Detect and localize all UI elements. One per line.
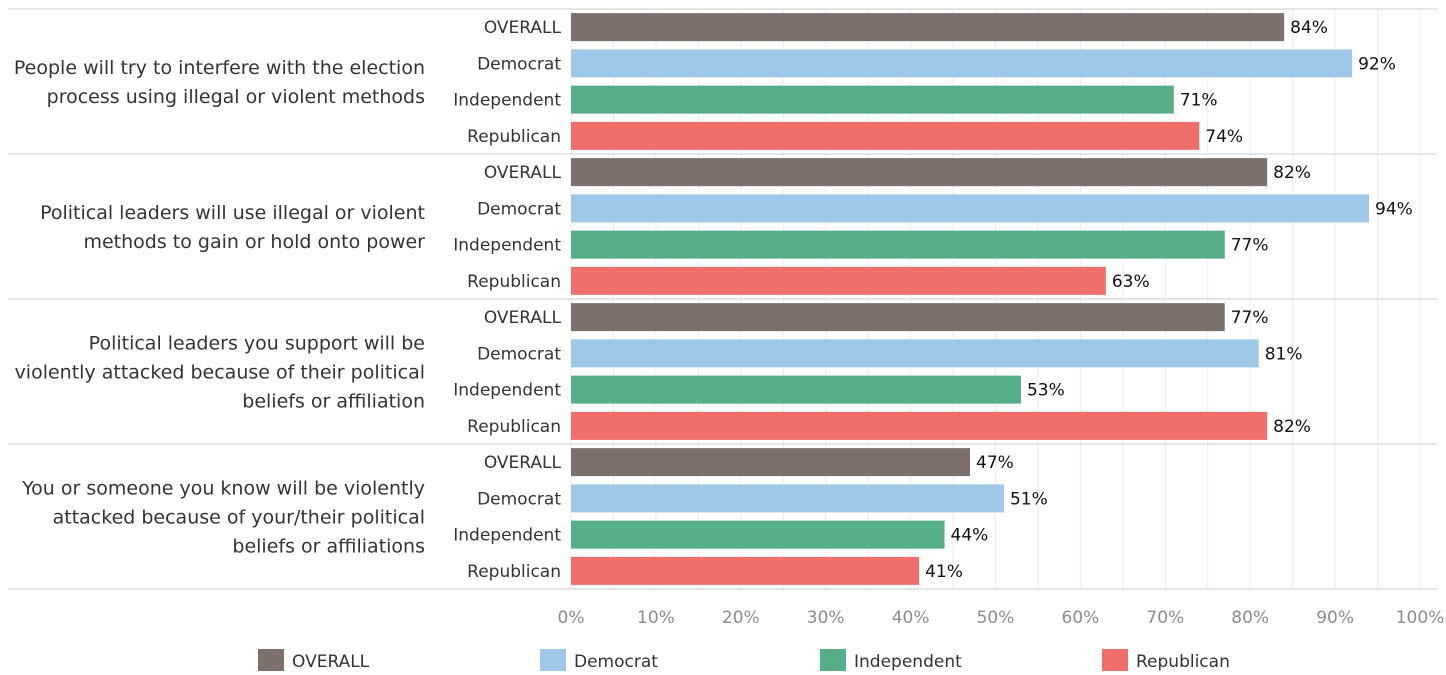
bar-republican — [571, 556, 920, 585]
value-label: 41% — [925, 562, 963, 582]
bar-overall — [571, 158, 1268, 187]
group-label-line: People will try to interfere with the el… — [14, 57, 425, 79]
value-labels: 84% 92% 71% 74% 82% 94% 77% 63% 77% 81% 53% 82% 47% 5… — [925, 18, 1413, 582]
value-label: 63% — [1112, 272, 1150, 292]
x-tick-label: 20% — [722, 608, 760, 628]
value-label: 94% — [1375, 199, 1413, 219]
bar-republican — [571, 411, 1268, 440]
value-label: 53% — [1027, 381, 1065, 401]
series-label: Republican — [467, 272, 561, 292]
group-label-line: You or someone you know will be violentl… — [21, 478, 425, 500]
x-tick-label: 90% — [1316, 608, 1354, 628]
legend: OVERALL Democrat Independent Republican — [258, 649, 1230, 672]
series-label: OVERALL — [484, 18, 562, 38]
series-label: Democrat — [477, 54, 561, 74]
legend-label: OVERALL — [292, 652, 370, 672]
series-label: Democrat — [477, 199, 561, 219]
x-tick-label: 40% — [892, 608, 930, 628]
value-label: 82% — [1273, 417, 1311, 437]
value-label: 74% — [1205, 127, 1243, 147]
bar-democrat — [571, 339, 1259, 368]
series-label: Republican — [467, 127, 561, 147]
value-label: 47% — [976, 453, 1014, 473]
bar-independent — [571, 375, 1021, 404]
x-tick-label: 80% — [1231, 608, 1269, 628]
value-label: 77% — [1231, 236, 1269, 256]
legend-label: Republican — [1136, 652, 1230, 672]
value-label: 44% — [951, 526, 989, 546]
group-label-line: violently attacked because of their poli… — [15, 362, 425, 384]
legend-label: Democrat — [574, 652, 658, 672]
group-label-line: Political leaders you support will be — [89, 333, 425, 355]
bar-overall — [571, 303, 1225, 332]
series-labels: OVERALL Democrat Independent Republican OVER… — [453, 18, 561, 582]
bar-democrat — [571, 49, 1353, 78]
legend-swatch-independent — [820, 649, 846, 671]
bar-independent — [571, 85, 1174, 114]
x-tick-label: 60% — [1062, 608, 1100, 628]
series-label: Republican — [467, 417, 561, 437]
x-tick-label: 10% — [637, 608, 675, 628]
group-labels: People will try to interfere with the el… — [14, 57, 425, 558]
value-label: 81% — [1265, 344, 1303, 364]
x-axis-ticks: 0% 10% 20% 30% 40% 50% 60% 70% 80% 90% 100% — [558, 608, 1445, 628]
group-label-line: beliefs or affiliation — [242, 391, 425, 413]
x-tick-label: 50% — [977, 608, 1015, 628]
series-label: Independent — [453, 236, 561, 256]
series-label: Independent — [453, 526, 561, 546]
group-label-line: beliefs or affiliations — [232, 536, 425, 558]
value-label: 92% — [1358, 54, 1396, 74]
bar-overall — [571, 448, 971, 477]
x-tick-label: 70% — [1146, 608, 1184, 628]
series-label: OVERALL — [484, 308, 562, 328]
value-label: 84% — [1290, 18, 1328, 38]
x-tick-label: 30% — [807, 608, 845, 628]
series-label: Independent — [453, 91, 561, 111]
bar-overall — [571, 13, 1285, 42]
legend-label: Independent — [854, 652, 962, 672]
group-label-line: attacked because of your/their political — [53, 507, 425, 529]
bar-democrat — [571, 484, 1004, 513]
group-label-line: methods to gain or hold onto power — [83, 231, 425, 253]
series-label: Democrat — [477, 489, 561, 509]
series-label: Democrat — [477, 344, 561, 364]
value-label: 82% — [1273, 163, 1311, 183]
value-label: 71% — [1180, 91, 1218, 111]
group-separators — [8, 8, 1437, 590]
legend-swatch-overall — [258, 649, 284, 671]
series-label: OVERALL — [484, 453, 562, 473]
group-label-line: process using illegal or violent methods — [47, 86, 425, 108]
bar-democrat — [571, 194, 1370, 223]
x-tick-label: 0% — [558, 608, 585, 628]
bar-republican — [571, 266, 1106, 295]
value-label: 51% — [1010, 489, 1048, 509]
value-label: 77% — [1231, 308, 1269, 328]
bars — [571, 13, 1370, 585]
bar-independent — [571, 230, 1225, 259]
legend-swatch-democrat — [540, 649, 566, 671]
series-label: Republican — [467, 562, 561, 582]
x-tick-label: 100% — [1396, 608, 1445, 628]
bar-republican — [571, 121, 1200, 150]
series-label: Independent — [453, 381, 561, 401]
group-label-line: Political leaders will use illegal or vi… — [40, 202, 425, 224]
bar-independent — [571, 520, 945, 549]
series-label: OVERALL — [484, 163, 562, 183]
legend-swatch-republican — [1102, 649, 1128, 671]
